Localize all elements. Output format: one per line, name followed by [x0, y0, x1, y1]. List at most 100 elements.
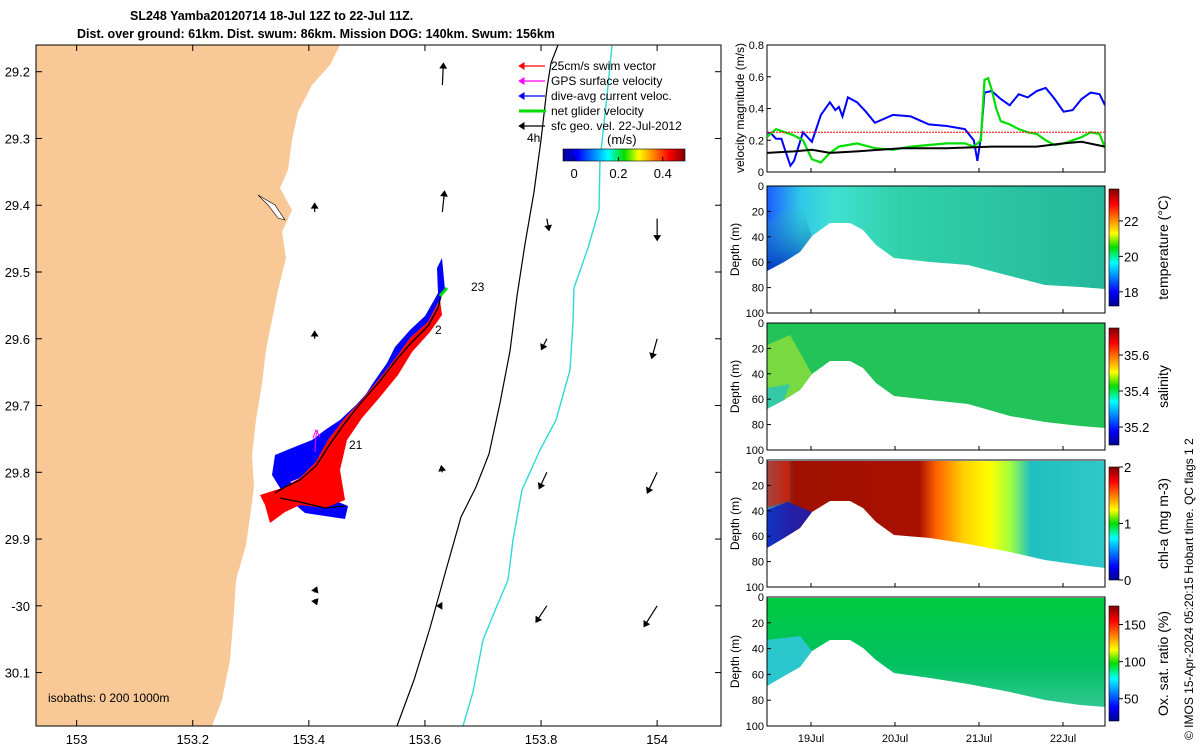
depth-tick-label: 60 [752, 669, 764, 681]
colorbar-tick-label: 2 [1124, 460, 1131, 475]
day-label-4h: 4h [527, 131, 540, 145]
map-colorbar-tick-label: 0.2 [609, 166, 627, 181]
geo-velocity-arrow [310, 330, 319, 339]
geo-velocity-arrow [544, 218, 552, 232]
colorbar-label: chl-a (mg m-3) [1155, 478, 1171, 569]
depth-tick-label: 80 [752, 283, 764, 295]
colorbar-tick-label: 18 [1124, 285, 1138, 300]
depth-tick-label: 80 [752, 695, 764, 707]
legend-label: dive-avg current veloc. [551, 89, 672, 103]
depth-tick-label: 60 [752, 394, 764, 406]
map-colorbar-bar [562, 148, 686, 162]
velocity-ylabel: velocity magnitude (m/s) [733, 43, 747, 173]
geo-velocity-arrow [643, 605, 658, 628]
oxygen-field [767, 598, 1105, 707]
glider-track [260, 258, 449, 523]
geo-velocity-arrow [535, 605, 548, 623]
depth-tick-label: 0 [758, 181, 764, 193]
salinity-section-panel [766, 322, 1106, 451]
velocity-y-tick-label: 0.6 [749, 72, 764, 84]
plot-title-line-2: Dist. over ground: 61km. Dist. swum: 86k… [77, 27, 555, 41]
temperature-section-panel [766, 185, 1106, 314]
geo-velocity-arrow [311, 586, 319, 594]
arrow-head [643, 619, 651, 628]
arrow-head [537, 482, 546, 490]
gps-surface-velocity [312, 428, 321, 453]
arrow-head [518, 62, 525, 70]
colorbar-label: Ox. sat. ratio (%) [1155, 611, 1171, 716]
legend-label: GPS surface velocity [551, 74, 662, 88]
colorbar-tick-label: 150 [1124, 618, 1146, 633]
arrow-head [535, 615, 543, 623]
chl-a-section-panel [766, 459, 1106, 588]
day-label-23: 23 [471, 280, 485, 294]
map-y-tick-label: 29.6 [5, 332, 30, 347]
depth-tick-label: 100 [746, 582, 764, 594]
time-axis-ticks: 19Jul 20Jul 21Jul 22Jul [798, 168, 1076, 745]
geo-velocity-arrow [310, 202, 319, 212]
depth-tick-label: 60 [752, 531, 764, 543]
map-colorbar-label: (m/s) [607, 132, 637, 147]
geo-velocity-arrow [440, 190, 448, 212]
colorbar-tick-label: 1 [1124, 517, 1131, 532]
day-label-2: 2 [435, 323, 442, 337]
geo-velocity-arrow [436, 601, 443, 610]
colorbar-tick-label: 100 [1124, 655, 1146, 670]
plot-title-line-1: SL248 Yamba20120714 18-Jul 12Z to 22-Jul… [130, 9, 414, 23]
geo-velocity-arrow [649, 338, 658, 360]
map-y-tick-label: 29.3 [5, 131, 30, 146]
legend-swatch [518, 122, 545, 130]
arrow-head [311, 598, 319, 606]
arrow-head [438, 464, 447, 472]
time-tick-label: 21Jul [966, 733, 992, 745]
depth-tick-label: 80 [752, 557, 764, 569]
velocity-y-tick-label: 0.8 [749, 40, 764, 52]
depth-tick-label: 40 [752, 644, 764, 656]
depth-tick-label: 100 [746, 308, 764, 320]
depth-tick-label: 20 [752, 343, 764, 355]
legend-swatch [518, 77, 545, 85]
arrow-head [540, 343, 548, 351]
map-y-tick-label: -30 [11, 599, 30, 614]
time-tick-label: 20Jul [882, 733, 908, 745]
day-label-21: 21 [349, 438, 363, 452]
depth-tick-label: 40 [752, 232, 764, 244]
arrow-head [646, 486, 654, 494]
arrow-head [653, 235, 662, 242]
section-colorbar [1108, 605, 1120, 722]
isobath-1000 [462, 45, 613, 726]
map-x-tick-label: 153 [66, 732, 88, 747]
map-y-tick-label: 30.1 [5, 666, 30, 681]
legend-label: sfc geo. vel. 22-Jul-2012 [551, 119, 682, 133]
colorbar-tick-label: 35.4 [1124, 384, 1149, 399]
net-velocity-end [438, 287, 449, 297]
geo-velocity-arrow [653, 218, 662, 242]
velocity-y-ticks: 0 0.2 0.4 0.6 0.8 [749, 40, 771, 179]
map-y-ticks: 29.2 29.3 29.4 29.5 29.6 29.7 29.8 29.9 -30 30.1 [5, 65, 721, 681]
geo-velocity-arrow [439, 62, 448, 86]
colorbar-label: temperature (°C) [1155, 195, 1171, 299]
arrow-head [544, 224, 552, 232]
depth-tick-label: 0 [758, 455, 764, 467]
arrow-head [436, 601, 443, 610]
arrow-head [518, 92, 525, 100]
velocity-lines [767, 76, 1105, 168]
colorbar-tick-label: 20 [1124, 249, 1138, 264]
map-colorbar-ticks: 0 0.2 0.4 [570, 157, 672, 181]
depth-axis-label: Depth (m) [728, 497, 742, 550]
depth-tick-label: 20 [752, 618, 764, 630]
geo-velocity-arrow [438, 464, 447, 473]
arrow-head [440, 190, 448, 197]
velocity-panel: 0 0.2 0.4 0.6 0.8 velocity magnitude (m/s) [733, 40, 1106, 179]
map-y-tick-label: 29.5 [5, 265, 30, 280]
oxygen-section-panel [766, 596, 1106, 727]
depth-tick-label: 40 [752, 369, 764, 381]
depth-axis-label: Depth (m) [728, 223, 742, 276]
arrow-head [649, 352, 657, 360]
section-colorbar [1108, 327, 1120, 446]
arrow-head [518, 122, 525, 130]
depth-tick-label: 20 [752, 480, 764, 492]
velocity-y-tick-label: 0.2 [749, 135, 764, 147]
depth-tick-label: 0 [758, 318, 764, 330]
